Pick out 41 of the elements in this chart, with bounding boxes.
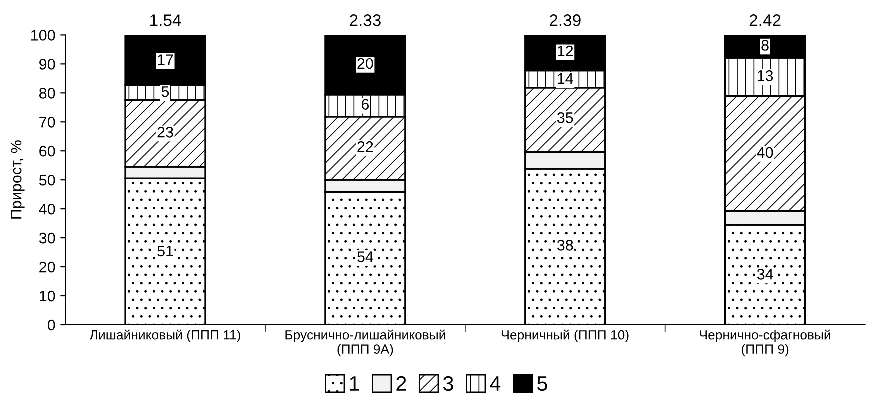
annotation: 38	[557, 240, 574, 251]
annotation: 34	[757, 269, 774, 280]
y-tick-label: 70	[40, 117, 56, 128]
annotation: 2.39	[550, 14, 581, 26]
legend-label: 4	[490, 376, 501, 391]
annotation: 2.33	[350, 14, 381, 26]
legend-label: 2	[396, 376, 406, 391]
x-tick-label: Лишайниковый (ППП 11)	[90, 330, 240, 342]
x-tick-label: Чернично-сфагновый (ППП 9)	[700, 330, 830, 357]
legend-label: 5	[538, 376, 548, 392]
legend-label: 1	[350, 376, 360, 391]
legend-label: 3	[443, 376, 454, 392]
annotation: 51	[158, 246, 174, 257]
y-tick-label: 20	[40, 262, 56, 273]
y-tick-label: 90	[40, 59, 56, 70]
annotation: 40	[757, 147, 774, 158]
annotation: 6	[362, 99, 370, 110]
y-tick-label: 0	[48, 320, 56, 331]
annotation: 17	[158, 54, 174, 66]
y-axis-title: Прирост, %	[11, 140, 25, 219]
y-tick-label: 10	[40, 290, 56, 302]
annotation: 22	[358, 141, 374, 152]
annotation: 14	[558, 74, 574, 84]
annotation: 5	[162, 86, 170, 98]
annotation: 12	[558, 46, 574, 57]
y-tick-label: 100	[32, 30, 56, 41]
y-tick-label: 60	[40, 146, 56, 157]
y-tick-label: 30	[39, 232, 56, 244]
annotation: 8	[762, 40, 769, 51]
y-tick-label: 50	[39, 174, 56, 186]
annotation: 54	[358, 252, 374, 262]
annotation: 2.42	[750, 14, 781, 26]
y-tick-label: 80	[40, 88, 56, 99]
annotation: 20	[358, 58, 374, 70]
y-tick-label: 40	[39, 204, 56, 215]
x-tick-label: Черничный (ППП 10)	[502, 330, 629, 342]
annotation: 35	[557, 112, 574, 124]
annotation: 23	[158, 127, 174, 138]
x-tick-label: Бруснично-лишайниковый (ППП 9А)	[286, 330, 446, 357]
annotation: 13	[758, 70, 774, 82]
annotation: 1.54	[150, 14, 182, 26]
